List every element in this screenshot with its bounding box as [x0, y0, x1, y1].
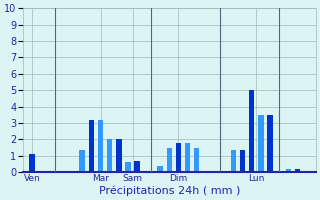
Bar: [29, 154, 35, 172]
X-axis label: Précipitations 24h ( mm ): Précipitations 24h ( mm ): [99, 185, 240, 196]
Bar: [231, 150, 236, 172]
Bar: [107, 139, 112, 172]
Bar: [116, 139, 122, 172]
Bar: [185, 143, 190, 172]
Bar: [267, 115, 273, 172]
Bar: [240, 150, 245, 172]
Bar: [89, 120, 94, 172]
Bar: [258, 115, 264, 172]
Bar: [176, 143, 181, 172]
Bar: [166, 148, 172, 172]
Bar: [125, 162, 131, 172]
Bar: [194, 148, 199, 172]
Bar: [286, 169, 291, 172]
Bar: [98, 120, 103, 172]
Bar: [157, 166, 163, 172]
Bar: [249, 90, 254, 172]
Bar: [134, 161, 140, 172]
Bar: [295, 169, 300, 172]
Bar: [79, 150, 85, 172]
